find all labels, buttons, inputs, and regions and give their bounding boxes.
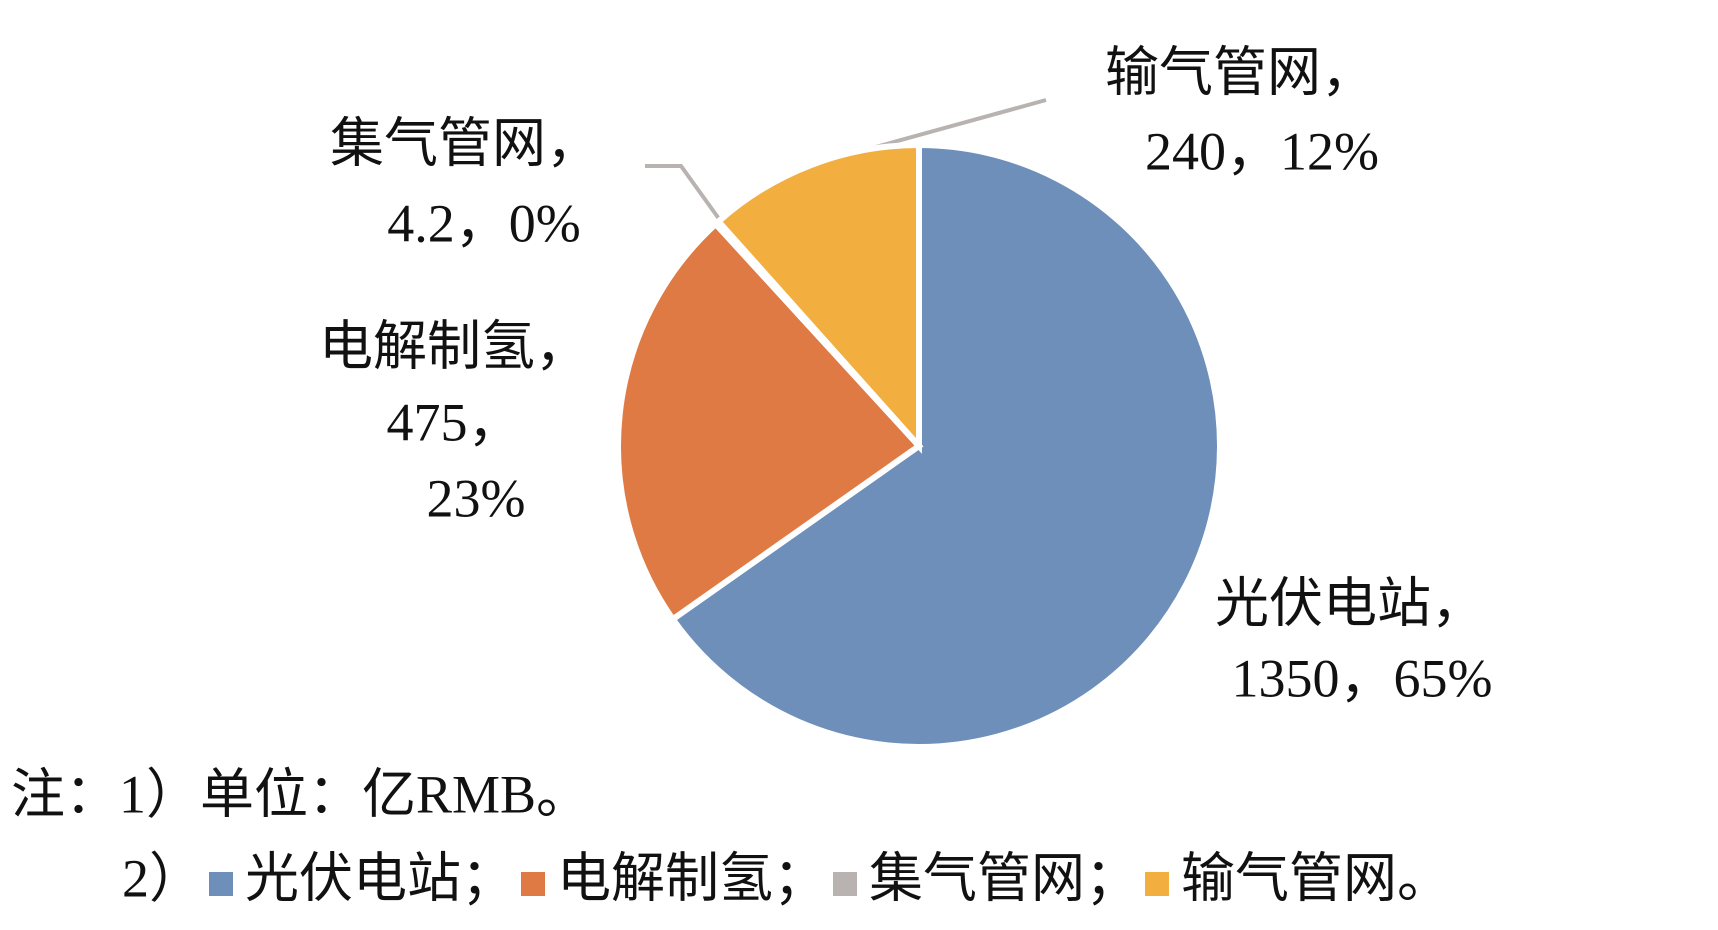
pie-slice bbox=[668, 141, 1223, 750]
legend-swatch bbox=[833, 872, 857, 896]
legend-punct: ； bbox=[461, 848, 515, 908]
legend-label: 电解制氢 bbox=[557, 848, 773, 908]
data-label: 23% bbox=[427, 468, 526, 528]
data-label: 输气管网， bbox=[1105, 42, 1375, 102]
legend-label: 输气管网 bbox=[1181, 848, 1397, 908]
legend-punct: ； bbox=[773, 848, 827, 908]
data-label: 240，12% bbox=[1145, 121, 1379, 181]
legend-swatch bbox=[209, 872, 233, 896]
legend-punct: 。 bbox=[1397, 848, 1451, 908]
data-label: 电解制氢， bbox=[319, 316, 589, 376]
data-label: 光伏电站， bbox=[1215, 573, 1485, 633]
pie-slice bbox=[714, 141, 922, 454]
legend-label: 光伏电站 bbox=[245, 848, 461, 908]
legend-swatch bbox=[521, 872, 545, 896]
legend-punct: ； bbox=[1085, 848, 1139, 908]
leader-line bbox=[645, 164, 724, 225]
legend-label: 集气管网 bbox=[869, 848, 1085, 908]
pie-slice bbox=[615, 219, 924, 624]
data-label: 4.2，0% bbox=[387, 193, 580, 253]
legend-swatch bbox=[1145, 872, 1169, 896]
data-label: 475， bbox=[387, 392, 522, 452]
note: 2） bbox=[122, 848, 203, 908]
note: 注：1）单位：亿RMB。 bbox=[11, 764, 590, 824]
data-label: 集气管网， bbox=[330, 113, 600, 173]
data-label: 1350，65% bbox=[1232, 648, 1493, 708]
